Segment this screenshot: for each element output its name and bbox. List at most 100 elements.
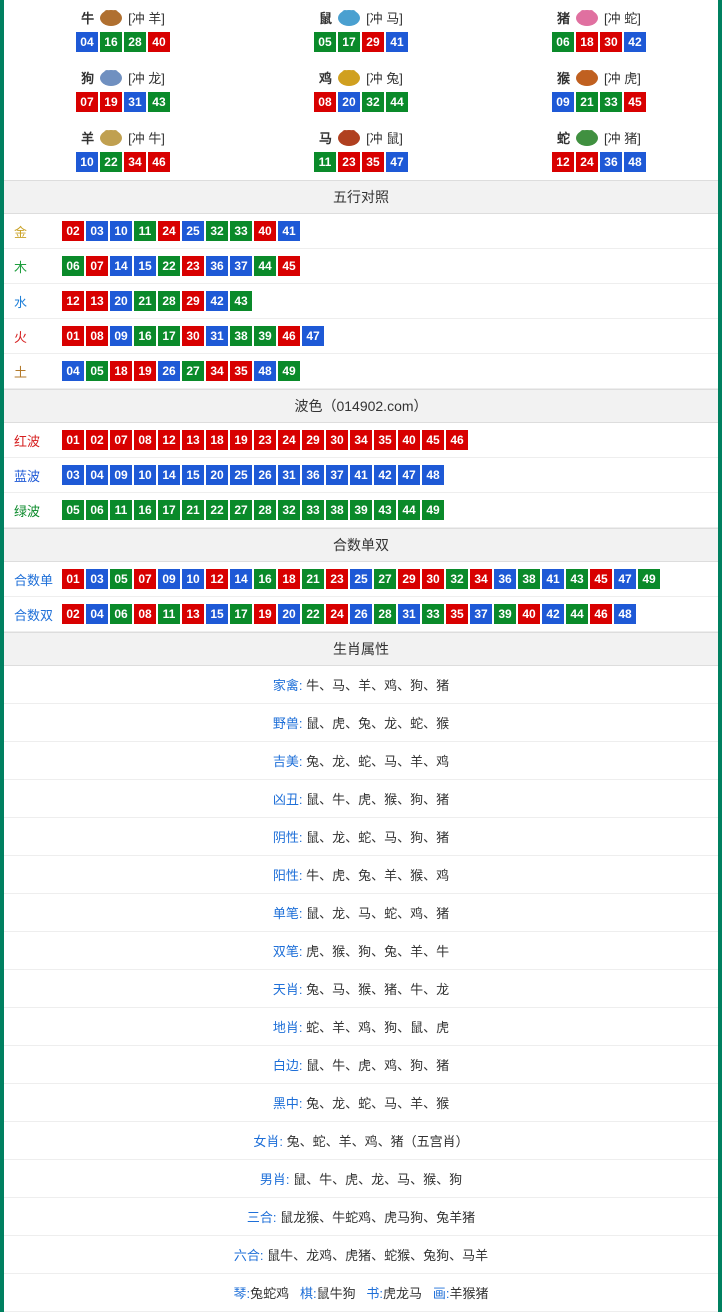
bose-row: 绿波 05061116172122272832333839434449 (4, 493, 718, 528)
number-square: 36 (206, 256, 228, 276)
number-square: 27 (230, 500, 252, 520)
number-square: 21 (576, 92, 598, 112)
attr-row: 天肖: 兔、马、猴、猪、牛、龙 (4, 970, 718, 1008)
zodiac-clash: [冲 猪] (604, 128, 641, 147)
number-square: 10 (76, 152, 98, 172)
number-square: 04 (62, 361, 84, 381)
number-square: 14 (230, 569, 252, 589)
attr-label: 白边: (273, 1058, 303, 1073)
number-square: 01 (62, 430, 84, 450)
footer-key: 画: (433, 1286, 450, 1301)
number-square: 01 (62, 326, 84, 346)
number-square: 19 (230, 430, 252, 450)
footer-val: 虎龙马 (383, 1286, 422, 1301)
number-square: 35 (374, 430, 396, 450)
number-square: 33 (302, 500, 324, 520)
attr-value: 兔、龙、蛇、马、羊、猴 (303, 1096, 450, 1111)
zodiac-clash: [冲 蛇] (604, 8, 641, 27)
attr-table: 家禽: 牛、马、羊、鸡、狗、猪 野兽: 鼠、虎、兔、龙、蛇、猴 吉美: 兔、龙、… (4, 666, 718, 1274)
number-square: 47 (398, 465, 420, 485)
wuxing-label: 土 (14, 362, 62, 381)
number-square: 01 (62, 569, 84, 589)
heshu-numbers: 0103050709101214161821232527293032343638… (62, 569, 660, 589)
zodiac-cell: 猴 [冲 虎] 09213345 (480, 60, 718, 120)
number-square: 43 (566, 569, 588, 589)
attr-value: 鼠牛、龙鸡、虎猪、蛇猴、兔狗、马羊 (264, 1248, 489, 1263)
number-square: 23 (182, 256, 204, 276)
number-square: 30 (182, 326, 204, 346)
attr-value: 兔、蛇、羊、鸡、猪（五宫肖） (283, 1134, 469, 1149)
zodiac-name: 马 (319, 128, 332, 147)
zodiac-clash: [冲 龙] (128, 68, 165, 87)
wuxing-label: 木 (14, 257, 62, 276)
heshu-label: 合数单 (14, 570, 62, 589)
number-square: 02 (62, 604, 84, 624)
zodiac-name: 羊 (81, 128, 94, 147)
number-square: 35 (230, 361, 252, 381)
number-square: 06 (110, 604, 132, 624)
attr-label: 双笔: (273, 944, 303, 959)
zodiac-name: 猴 (557, 68, 570, 87)
number-square: 26 (350, 604, 372, 624)
zodiac-clash: [冲 虎] (604, 68, 641, 87)
attr-value: 兔、马、猴、猪、牛、龙 (303, 982, 450, 997)
number-square: 33 (230, 221, 252, 241)
number-square: 36 (302, 465, 324, 485)
number-square: 24 (278, 430, 300, 450)
number-square: 29 (182, 291, 204, 311)
number-square: 04 (86, 465, 108, 485)
zodiac-cell: 鸡 [冲 兔] 08203244 (242, 60, 480, 120)
number-square: 29 (398, 569, 420, 589)
number-square: 44 (398, 500, 420, 520)
zodiac-name: 蛇 (557, 128, 570, 147)
number-square: 10 (110, 221, 132, 241)
zodiac-numbers: 08203244 (314, 92, 408, 112)
number-square: 46 (278, 326, 300, 346)
number-square: 33 (600, 92, 622, 112)
number-square: 38 (326, 500, 348, 520)
number-square: 44 (386, 92, 408, 112)
bose-label: 蓝波 (14, 466, 62, 485)
number-square: 28 (158, 291, 180, 311)
zodiac-icon (96, 126, 126, 148)
number-square: 46 (446, 430, 468, 450)
number-square: 18 (576, 32, 598, 52)
number-square: 22 (302, 604, 324, 624)
number-square: 09 (552, 92, 574, 112)
number-square: 41 (386, 32, 408, 52)
number-square: 13 (86, 291, 108, 311)
number-square: 28 (374, 604, 396, 624)
number-square: 05 (314, 32, 336, 52)
attr-row: 凶丑: 鼠、牛、虎、猴、狗、猪 (4, 780, 718, 818)
number-square: 15 (206, 604, 228, 624)
number-square: 12 (158, 430, 180, 450)
wuxing-label: 水 (14, 292, 62, 311)
number-square: 25 (230, 465, 252, 485)
attr-value: 虎、猴、狗、兔、羊、牛 (303, 944, 450, 959)
number-square: 28 (254, 500, 276, 520)
number-square: 09 (110, 326, 132, 346)
number-square: 23 (338, 152, 360, 172)
zodiac-title: 牛 [冲 羊] (4, 6, 242, 28)
number-square: 39 (494, 604, 516, 624)
number-square: 19 (134, 361, 156, 381)
zodiac-icon (334, 126, 364, 148)
attr-label: 天肖: (273, 982, 303, 997)
number-square: 11 (110, 500, 132, 520)
attr-label: 三合: (247, 1210, 277, 1225)
zodiac-numbers: 04162840 (76, 32, 170, 52)
number-square: 06 (62, 256, 84, 276)
number-square: 25 (350, 569, 372, 589)
zodiac-cell: 牛 [冲 羊] 04162840 (4, 0, 242, 60)
zodiac-icon (572, 66, 602, 88)
number-square: 39 (350, 500, 372, 520)
number-square: 37 (326, 465, 348, 485)
number-square: 42 (624, 32, 646, 52)
wuxing-numbers: 0108091617303138394647 (62, 326, 324, 346)
zodiac-title: 蛇 [冲 猪] (480, 126, 718, 148)
number-square: 02 (62, 221, 84, 241)
zodiac-icon (334, 66, 364, 88)
attr-value: 鼠、虎、兔、龙、蛇、猴 (303, 716, 450, 731)
number-square: 30 (422, 569, 444, 589)
footer-val: 鼠牛狗 (317, 1286, 356, 1301)
